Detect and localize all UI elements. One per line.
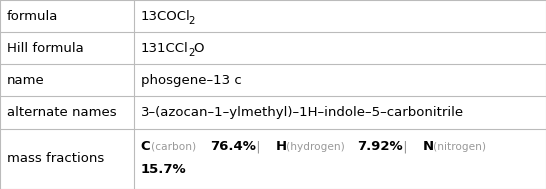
Text: Hill formula: Hill formula [7, 42, 84, 55]
Text: H: H [276, 140, 287, 153]
Text: alternate names: alternate names [7, 106, 117, 119]
Text: mass fractions: mass fractions [7, 152, 104, 165]
Text: 2: 2 [188, 16, 195, 26]
Text: 131CCl: 131CCl [141, 42, 188, 55]
Text: phosgene–13 c: phosgene–13 c [141, 74, 242, 87]
Text: N: N [423, 140, 434, 153]
Text: O: O [193, 42, 204, 55]
Text: (hydrogen): (hydrogen) [284, 142, 347, 152]
Text: (nitrogen): (nitrogen) [431, 142, 486, 152]
Text: 7.92%: 7.92% [358, 140, 403, 153]
Text: |: | [252, 140, 265, 153]
Text: 3–(azocan–1–ylmethyl)–1H–indole–5–carbonitrile: 3–(azocan–1–ylmethyl)–1H–indole–5–carbon… [141, 106, 464, 119]
Text: 15.7%: 15.7% [141, 163, 187, 176]
Text: 2: 2 [188, 49, 195, 58]
Text: formula: formula [7, 10, 58, 22]
Text: (carbon): (carbon) [149, 142, 198, 152]
Text: |: | [399, 140, 412, 153]
Text: 13COCl: 13COCl [141, 10, 191, 22]
Text: name: name [7, 74, 45, 87]
Text: 76.4%: 76.4% [210, 140, 256, 153]
Text: C: C [141, 140, 151, 153]
